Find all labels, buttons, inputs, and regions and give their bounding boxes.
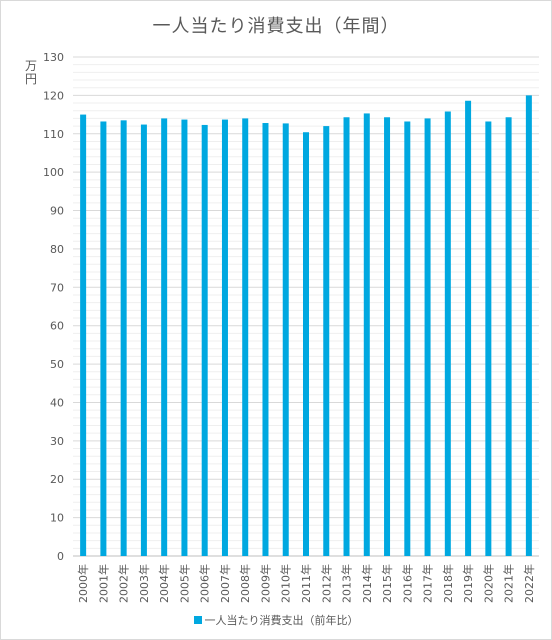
y-tick-label: 90 (50, 205, 64, 218)
x-tick-label: 2022年 (522, 564, 536, 603)
x-tick-label: 2005年 (177, 564, 191, 603)
x-tick-label: 2014年 (360, 564, 374, 603)
bar (404, 121, 411, 557)
bar (384, 117, 391, 556)
x-tick-label: 2010年 (279, 564, 293, 603)
bar (201, 124, 208, 557)
x-tick-label: 2016年 (400, 564, 414, 603)
y-tick-label: 130 (43, 51, 64, 64)
x-tick-label: 2013年 (340, 564, 354, 603)
bar (525, 95, 532, 556)
bar (363, 113, 370, 556)
y-tick-label: 110 (43, 128, 64, 141)
y-tick-label: 120 (43, 89, 64, 102)
y-axis-unit-label: 万円 (24, 59, 37, 86)
y-tick-label: 40 (50, 396, 64, 409)
x-tick-label: 2021年 (502, 564, 516, 603)
bar (161, 118, 168, 557)
x-tick-label: 2007年 (218, 564, 232, 603)
x-tick-label: 2001年 (96, 564, 110, 603)
x-tick-label: 2018年 (441, 564, 455, 603)
bar (444, 111, 451, 556)
bar (505, 117, 512, 556)
bar (465, 100, 472, 557)
x-tick-label: 2008年 (238, 564, 252, 603)
x-tick-label: 2009年 (258, 564, 272, 603)
y-tick-label: 30 (50, 435, 64, 448)
bar (343, 117, 350, 556)
y-tick-label: 0 (57, 550, 64, 563)
bar (181, 119, 188, 556)
x-tick-label: 2011年 (299, 564, 313, 603)
bar (120, 120, 127, 556)
legend-label: 一人当たり消費支出（前年比） (204, 614, 359, 627)
bar (424, 118, 431, 557)
bar (282, 123, 289, 556)
bar (323, 126, 330, 556)
bar (140, 124, 147, 557)
bar (80, 114, 87, 557)
chart-title: 一人当たり消費支出（年間） (152, 16, 400, 37)
bar (242, 118, 249, 557)
bar (485, 121, 492, 557)
y-tick-label: 20 (50, 473, 64, 486)
y-tick-label: 70 (50, 281, 64, 294)
x-tick-label: 2000年 (76, 564, 90, 603)
y-tick-label: 50 (50, 358, 64, 371)
x-tick-label: 2019年 (461, 564, 475, 603)
y-tick-label: 80 (50, 243, 64, 256)
bar (221, 119, 228, 556)
bar (262, 123, 269, 556)
y-tick-label: 60 (50, 320, 64, 333)
x-tick-label: 2012年 (319, 564, 333, 603)
x-tick-label: 2020年 (481, 564, 495, 603)
legend: 一人当たり消費支出（前年比） (0, 612, 552, 628)
bar (100, 121, 107, 557)
x-tick-label: 2017年 (421, 564, 435, 603)
x-tick-label: 2003年 (137, 564, 151, 603)
x-tick-label: 2015年 (380, 564, 394, 603)
legend-swatch (193, 616, 202, 624)
y-tick-label: 100 (43, 166, 64, 179)
y-tick-label: 10 (50, 512, 64, 525)
bar (303, 132, 309, 557)
x-tick-label: 2006年 (198, 564, 212, 603)
x-tick-label: 2002年 (117, 564, 131, 603)
x-tick-label: 2004年 (157, 564, 171, 603)
